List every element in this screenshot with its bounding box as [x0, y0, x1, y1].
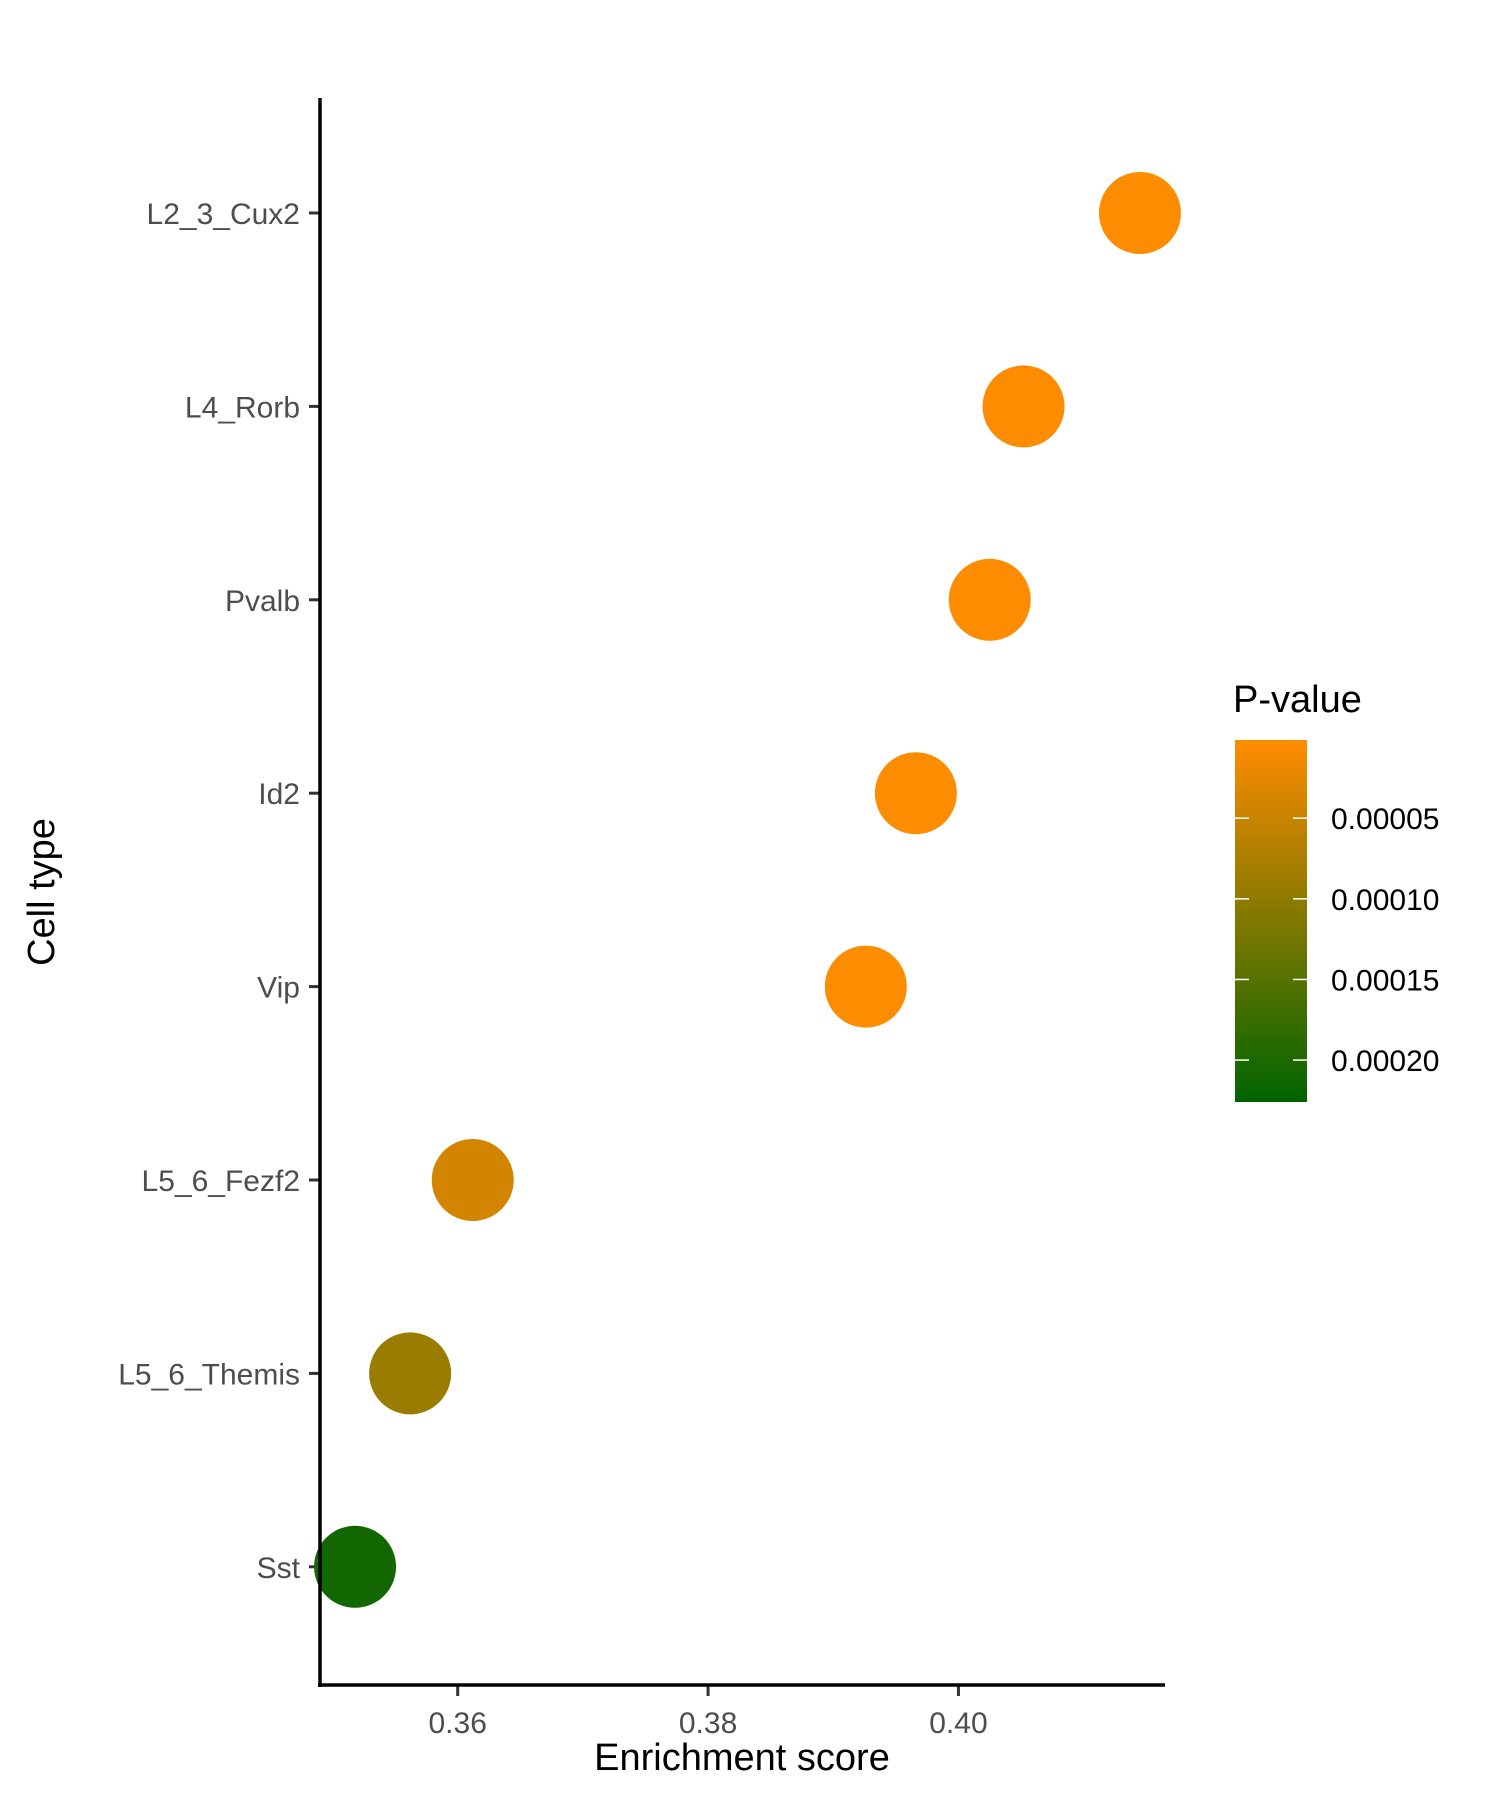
y-axis-title: Cell type [21, 818, 63, 966]
y-tick-label: L2_3_Cux2 [147, 198, 300, 231]
legend-tick-label: 0.00015 [1331, 964, 1439, 997]
y-tick-label: L5_6_Themis [118, 1358, 300, 1391]
data-point [314, 1525, 397, 1608]
data-point [824, 945, 907, 1028]
legend-ticks: 0.00005 0.00010 0.00015 0.00020 [1235, 803, 1439, 1078]
data-point [874, 752, 957, 835]
legend-title: P-value [1233, 679, 1362, 721]
color-legend: P-value 0.00005 0.00010 0.00015 0.00020 [1233, 679, 1439, 1102]
data-point [982, 365, 1065, 448]
legend-tick-label: 0.00010 [1331, 884, 1439, 917]
y-tick-label: Sst [257, 1552, 301, 1585]
y-tick-label: Vip [257, 972, 300, 1005]
data-point [431, 1139, 514, 1221]
data-points [314, 172, 1181, 1608]
legend-colorbar [1235, 740, 1307, 1102]
x-axis-ticks: 0.36 0.38 0.40 [429, 1685, 988, 1740]
x-axis-title: Enrichment score [594, 1737, 890, 1779]
x-tick-label: 0.38 [679, 1707, 737, 1740]
x-tick-label: 0.36 [429, 1707, 487, 1740]
data-point [369, 1332, 452, 1415]
legend-tick-label: 0.00020 [1331, 1045, 1439, 1078]
data-point [948, 558, 1031, 641]
data-point [1098, 172, 1181, 254]
x-tick-label: 0.40 [929, 1707, 987, 1740]
y-tick-label: Pvalb [225, 585, 300, 618]
y-tick-label: Id2 [258, 778, 300, 811]
y-tick-label: L5_6_Fezf2 [142, 1165, 300, 1198]
y-axis-ticks: L2_3_Cux2 L4_Rorb Pvalb Id2 Vip L5_6_Fezf2 L5_… [118, 198, 320, 1585]
legend-tick-label: 0.00005 [1331, 803, 1439, 836]
y-tick-label: L4_Rorb [185, 391, 300, 424]
